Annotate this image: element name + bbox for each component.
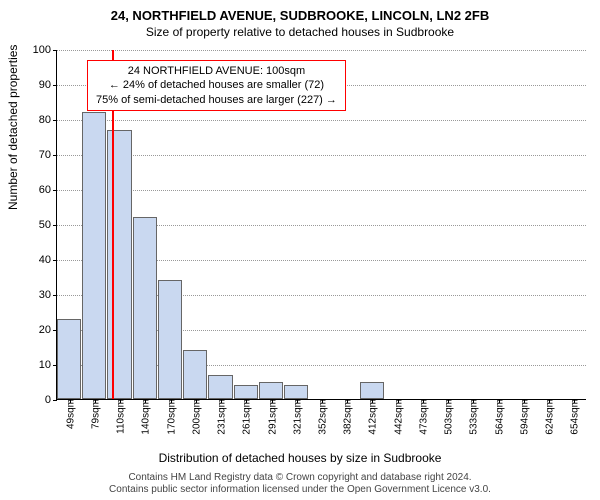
plot-area: 010203040506070809010049sqm79sqm110sqm14… [56, 50, 586, 400]
footer: Contains HM Land Registry data © Crown c… [0, 472, 600, 496]
histogram-bar [183, 350, 207, 399]
chart-subtitle: Size of property relative to detached ho… [0, 23, 600, 39]
x-tick-label: 442sqm [391, 399, 404, 435]
x-tick-label: 170sqm [164, 399, 177, 435]
x-tick-label: 140sqm [139, 399, 152, 435]
y-tick-mark [53, 50, 57, 51]
chart-title: 24, NORTHFIELD AVENUE, SUDBROOKE, LINCOL… [0, 0, 600, 23]
x-tick-label: 503sqm [442, 399, 455, 435]
x-tick-label: 473sqm [416, 399, 429, 435]
x-tick-label: 49sqm [63, 399, 76, 429]
histogram-bar [133, 217, 157, 399]
gridline [57, 120, 586, 121]
x-tick-label: 594sqm [517, 399, 530, 435]
x-tick-label: 261sqm [240, 399, 253, 435]
y-tick-mark [53, 190, 57, 191]
histogram-bar [360, 382, 384, 400]
annotation-line: ← 24% of detached houses are smaller (72… [96, 78, 337, 92]
x-tick-label: 382sqm [341, 399, 354, 435]
annotation-line: 75% of semi-detached houses are larger (… [96, 93, 337, 107]
x-tick-label: 624sqm [543, 399, 556, 435]
histogram-bar [208, 375, 232, 400]
histogram-bar [259, 382, 283, 400]
annotation-line: 24 NORTHFIELD AVENUE: 100sqm [96, 64, 337, 78]
footer-line1: Contains HM Land Registry data © Crown c… [0, 472, 600, 484]
y-tick-mark [53, 295, 57, 296]
y-tick-mark [53, 400, 57, 401]
y-tick-mark [53, 260, 57, 261]
histogram-bar [82, 112, 106, 399]
y-tick-mark [53, 85, 57, 86]
footer-line2: Contains public sector information licen… [0, 484, 600, 496]
x-tick-label: 110sqm [114, 399, 127, 434]
gridline [57, 155, 586, 156]
y-tick-mark [53, 120, 57, 121]
x-tick-label: 654sqm [568, 399, 581, 435]
x-tick-label: 564sqm [492, 399, 505, 435]
histogram-bar [284, 385, 308, 399]
x-tick-label: 533sqm [467, 399, 480, 435]
y-tick-mark [53, 155, 57, 156]
x-tick-label: 231sqm [215, 399, 228, 435]
histogram-bar [57, 319, 81, 400]
x-tick-label: 79sqm [88, 399, 101, 429]
x-tick-label: 321sqm [290, 399, 303, 435]
y-tick-mark [53, 225, 57, 226]
gridline [57, 50, 586, 51]
x-tick-label: 291sqm [265, 399, 278, 435]
histogram-bar [158, 280, 182, 399]
y-axis-label: Number of detached properties [6, 45, 20, 210]
x-axis-label: Distribution of detached houses by size … [0, 451, 600, 465]
x-tick-label: 352sqm [316, 399, 329, 435]
gridline [57, 190, 586, 191]
histogram-bar [234, 385, 258, 399]
x-tick-label: 200sqm [189, 399, 202, 435]
x-tick-label: 412sqm [366, 399, 379, 435]
annotation-box: 24 NORTHFIELD AVENUE: 100sqm← 24% of det… [87, 60, 346, 111]
